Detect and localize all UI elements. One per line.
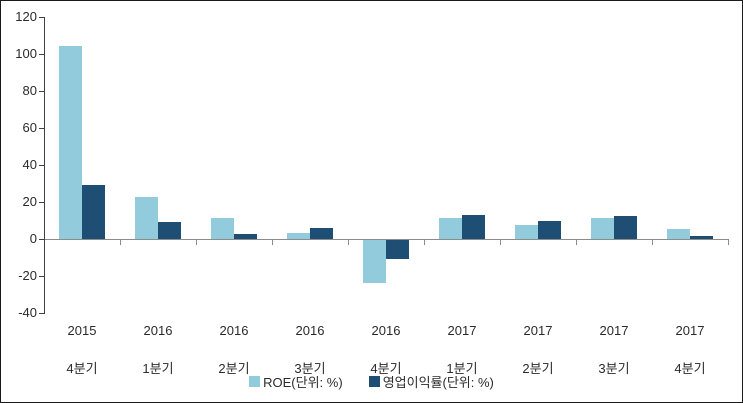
bar-roe-8 [667, 228, 690, 239]
y-tick-label: 60 [22, 120, 37, 135]
y-tick-label: 40 [22, 157, 37, 172]
bar-operating-margin-2 [234, 234, 257, 239]
x-category-label: 2015 4분기 [66, 323, 98, 376]
x-category-label: 2017 3분기 [598, 323, 630, 376]
bar-operating-margin-6 [538, 221, 561, 239]
bar-operating-margin-0 [82, 185, 105, 239]
bar-roe-6 [515, 225, 538, 239]
y-tick-label: 100 [15, 46, 37, 61]
x-tick-mark [652, 239, 653, 245]
y-tick-mark [39, 165, 44, 166]
bar-roe-4 [363, 240, 386, 283]
y-tick-mark [39, 17, 44, 18]
x-tick-mark [272, 239, 273, 245]
bar-roe-7 [591, 217, 614, 239]
x-category-label: 2017 4분기 [674, 323, 706, 376]
y-tick-mark [39, 91, 44, 92]
y-tick-label: 80 [22, 83, 37, 98]
x-category-label: 2016 2분기 [218, 323, 250, 376]
bar-operating-margin-8 [690, 236, 713, 239]
legend: ROE(단위: %) 영업이익률(단위: %) [1, 372, 742, 391]
y-tick-label: 0 [29, 231, 37, 246]
operating-margin-swatch-icon [368, 376, 380, 387]
y-tick-mark [39, 202, 44, 203]
y-tick-mark [39, 276, 44, 277]
bar-operating-margin-5 [462, 214, 485, 239]
x-category-label: 2016 3분기 [294, 323, 326, 376]
roe-swatch-icon [249, 376, 261, 387]
y-tick-mark [39, 54, 44, 55]
x-tick-mark [728, 239, 729, 245]
y-axis-line [44, 17, 45, 314]
x-tick-mark [120, 239, 121, 245]
bar-roe-0 [59, 45, 82, 239]
y-tick-label: -40 [18, 305, 37, 320]
x-axis-line [44, 239, 728, 240]
bar-operating-margin-3 [310, 227, 333, 239]
legend-label-operating-margin: 영업이익률(단위: %) [382, 375, 494, 390]
bar-roe-3 [287, 233, 310, 239]
y-tick-mark [39, 313, 44, 314]
bar-roe-2 [211, 217, 234, 239]
bar-operating-margin-1 [158, 222, 181, 239]
x-tick-mark [424, 239, 425, 245]
y-tick-label: -20 [18, 268, 37, 283]
legend-entry-operating-margin: 영업이익률(단위: %) [368, 372, 494, 391]
y-tick-label: 120 [15, 9, 37, 24]
x-tick-mark [348, 239, 349, 245]
x-category-label: 2016 1분기 [142, 323, 174, 376]
x-category-label: 2017 1분기 [446, 323, 478, 376]
x-tick-mark [500, 239, 501, 245]
bar-operating-margin-4 [386, 240, 409, 259]
x-category-label: 2017 2분기 [522, 323, 554, 376]
x-category-label: 2016 4분기 [370, 323, 402, 376]
x-tick-mark [196, 239, 197, 245]
legend-label-roe: ROE(단위: %) [263, 375, 343, 390]
legend-entry-roe: ROE(단위: %) [249, 372, 343, 391]
bar-roe-1 [135, 197, 158, 239]
y-tick-label: 20 [22, 194, 37, 209]
y-tick-mark [39, 239, 44, 240]
y-tick-mark [39, 128, 44, 129]
bar-operating-margin-7 [614, 215, 637, 239]
bar-roe-5 [439, 217, 462, 239]
x-tick-mark [576, 239, 577, 245]
